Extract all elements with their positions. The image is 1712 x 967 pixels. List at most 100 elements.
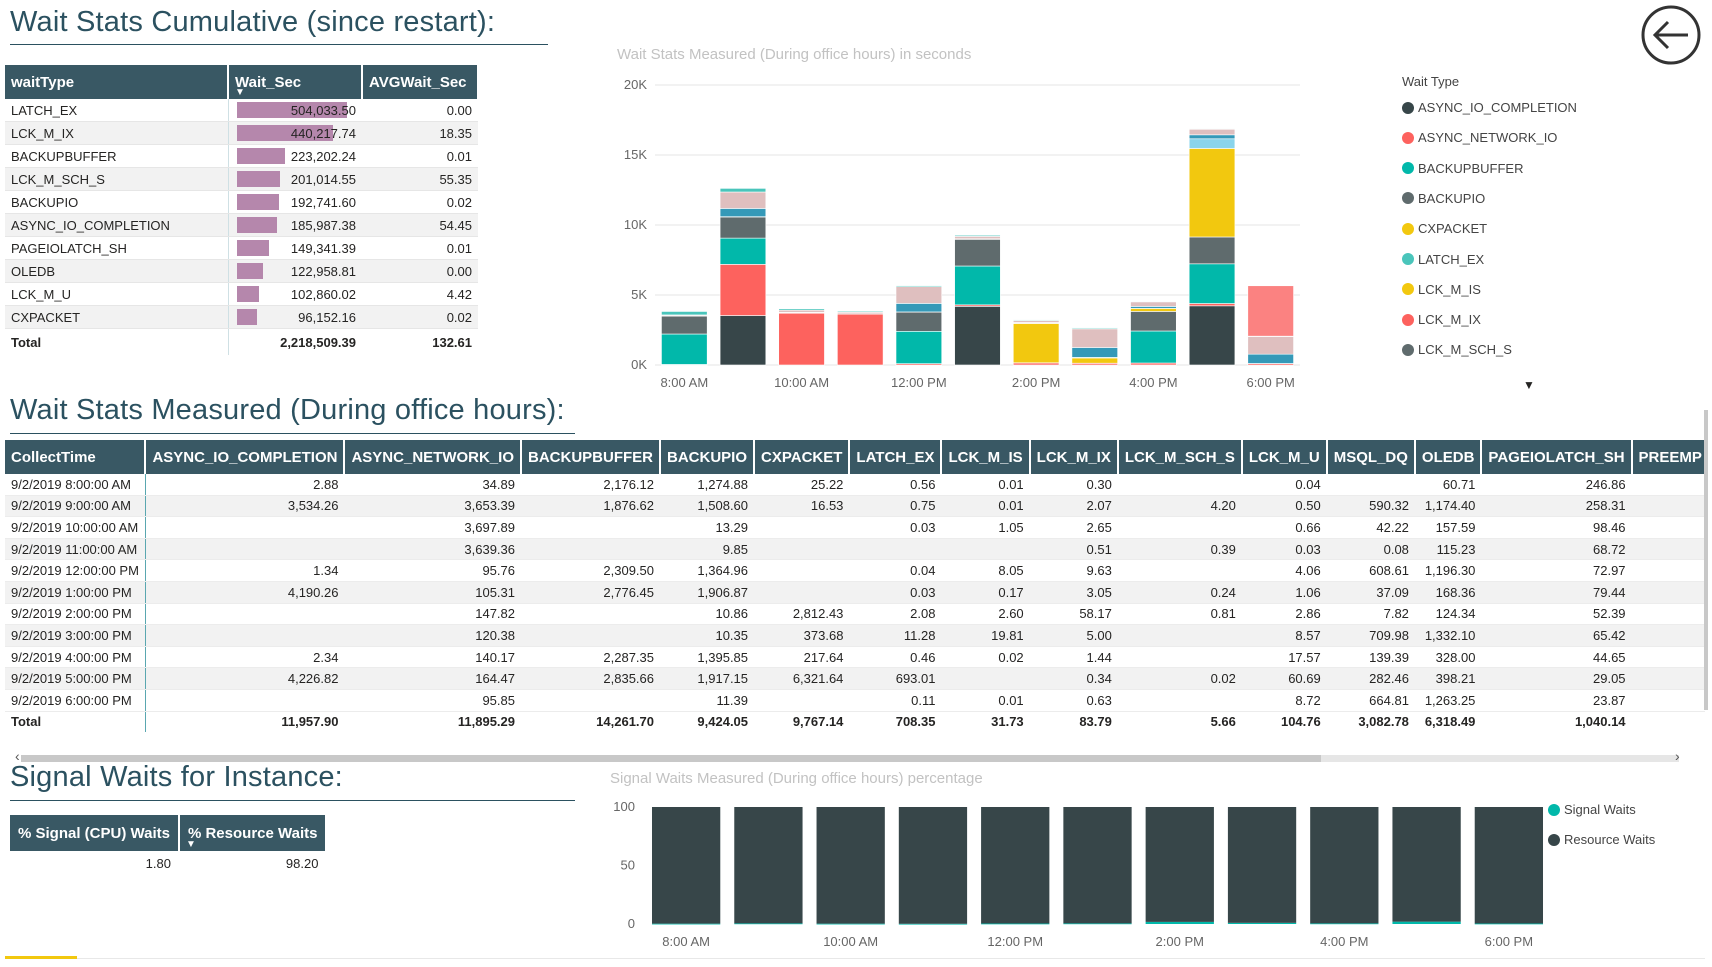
legend-item[interactable]: ASYNC_NETWORK_IO: [1402, 130, 1557, 145]
bar-segment[interactable]: [1131, 308, 1177, 311]
bar-segment[interactable]: [955, 236, 1001, 238]
bar-segment[interactable]: [1189, 264, 1235, 304]
col-header-waittype[interactable]: waitType: [5, 65, 228, 99]
col-header-wait-sec[interactable]: Wait_Sec▼: [228, 65, 362, 99]
legend-item[interactable]: LATCH_EX: [1402, 252, 1484, 267]
bar-segment[interactable]: [955, 266, 1001, 305]
col-header-latch-ex[interactable]: LATCH_EX: [849, 440, 941, 474]
col-header-collecttime[interactable]: CollectTime: [5, 440, 145, 474]
legend-item[interactable]: LCK_M_IS: [1402, 282, 1481, 297]
bar-segment[interactable]: [1248, 354, 1294, 363]
bar-segment[interactable]: [896, 303, 942, 312]
bar-segment[interactable]: [1189, 135, 1235, 139]
col-header-oledb[interactable]: OLEDB: [1415, 440, 1482, 474]
bar-segment[interactable]: [1146, 807, 1214, 922]
bar-segment[interactable]: [720, 264, 766, 315]
legend-item[interactable]: Signal Waits: [1548, 802, 1636, 817]
bar-segment[interactable]: [734, 807, 802, 923]
col-header-preemp[interactable]: PREEMP: [1632, 440, 1705, 474]
bar-segment[interactable]: [720, 217, 766, 238]
bar-segment[interactable]: [837, 314, 883, 365]
bar-segment[interactable]: [899, 807, 967, 924]
col-header-msql-dq[interactable]: MSQL_DQ: [1327, 440, 1415, 474]
bar-segment[interactable]: [661, 311, 707, 314]
bar-segment[interactable]: [955, 235, 1001, 236]
legend-item[interactable]: LCK_M_IX: [1402, 312, 1481, 327]
bar-segment[interactable]: [1189, 139, 1235, 149]
bar-segment[interactable]: [1189, 306, 1235, 365]
bar-segment[interactable]: [1013, 363, 1059, 365]
bar-segment[interactable]: [1131, 311, 1177, 331]
bar-segment[interactable]: [1248, 336, 1294, 354]
bar-segment[interactable]: [1189, 304, 1235, 306]
bar-segment[interactable]: [779, 313, 825, 365]
bar-segment[interactable]: [661, 316, 707, 334]
col-header-lck-m-is[interactable]: LCK_M_IS: [941, 440, 1029, 474]
vertical-scrollbar[interactable]: [1702, 400, 1710, 920]
bar-segment[interactable]: [1228, 923, 1296, 924]
legend-item[interactable]: CXPACKET: [1402, 221, 1487, 236]
bar-segment[interactable]: [1063, 923, 1131, 924]
bar-segment[interactable]: [817, 807, 885, 924]
col-header-lck-m-sch-s[interactable]: LCK_M_SCH_S: [1118, 440, 1242, 474]
scroll-right-icon[interactable]: ›: [1675, 748, 1680, 764]
col-header-backupio[interactable]: BACKUPIO: [660, 440, 754, 474]
bar-segment[interactable]: [896, 312, 942, 331]
legend-item[interactable]: ASYNC_IO_COMPLETION: [1402, 100, 1577, 115]
bar-segment[interactable]: [981, 807, 1049, 924]
bar-segment[interactable]: [1072, 358, 1118, 363]
bar-segment[interactable]: [720, 238, 766, 264]
bar-segment[interactable]: [981, 924, 1049, 925]
bar-segment[interactable]: [955, 239, 1001, 266]
bar-segment[interactable]: [661, 334, 707, 364]
bar-segment[interactable]: [837, 311, 883, 312]
bar-segment[interactable]: [1248, 286, 1294, 336]
bar-segment[interactable]: [1072, 328, 1118, 329]
bar-segment[interactable]: [779, 309, 825, 310]
col-header-async-io-completion[interactable]: ASYNC_IO_COMPLETION: [145, 440, 344, 474]
bar-segment[interactable]: [1131, 331, 1177, 363]
bar-segment[interactable]: [1131, 302, 1177, 307]
bar-segment[interactable]: [1072, 348, 1118, 358]
col-header-backupbuffer[interactable]: BACKUPBUFFER: [521, 440, 660, 474]
bar-segment[interactable]: [1189, 237, 1235, 264]
bar-segment[interactable]: [1063, 807, 1131, 923]
bar-segment[interactable]: [1392, 922, 1460, 924]
legend-item[interactable]: BACKUPBUFFER: [1402, 161, 1523, 176]
back-arrow-icon[interactable]: [1640, 4, 1702, 66]
col-header-pageiolatch-sh[interactable]: PAGEIOLATCH_SH: [1481, 440, 1631, 474]
bar-segment[interactable]: [955, 306, 1001, 365]
bar-segment[interactable]: [779, 310, 825, 312]
bar-segment[interactable]: [1475, 807, 1543, 924]
bar-segment[interactable]: [1310, 923, 1378, 924]
bar-segment[interactable]: [720, 192, 766, 208]
legend-item[interactable]: LCK_M_SCH_S: [1402, 342, 1512, 357]
bar-segment[interactable]: [720, 316, 766, 365]
bar-segment[interactable]: [1475, 924, 1543, 925]
bar-segment[interactable]: [896, 331, 942, 363]
col-header-resource-waits[interactable]: % Resource Waits▼: [179, 815, 327, 851]
col-header-signal-waits[interactable]: % Signal (CPU) Waits: [10, 815, 179, 851]
bar-segment[interactable]: [1189, 148, 1235, 237]
bar-segment[interactable]: [1146, 922, 1214, 924]
bar-segment[interactable]: [1310, 807, 1378, 923]
